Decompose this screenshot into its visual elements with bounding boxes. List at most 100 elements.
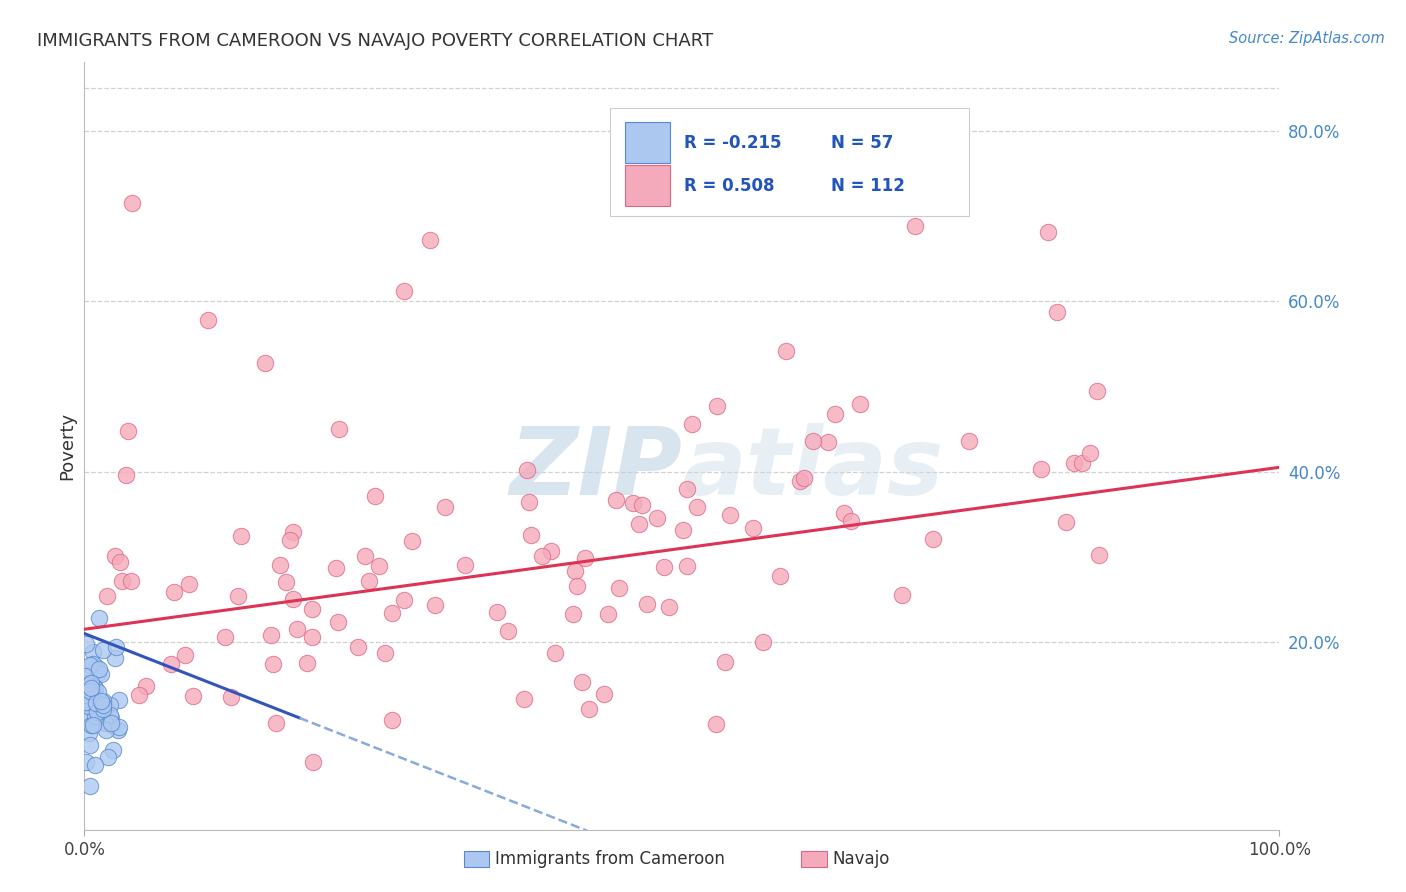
Point — [578, 702, 600, 716]
Point — [513, 691, 536, 706]
Point — [84, 709, 107, 723]
Point — [326, 615, 349, 629]
Point — [817, 434, 839, 449]
Point — [789, 474, 811, 488]
Point — [704, 717, 727, 731]
Point — [647, 511, 669, 525]
Point — [84, 659, 107, 673]
Point — [565, 579, 588, 593]
Y-axis label: Poverty: Poverty — [58, 412, 76, 480]
Point — [128, 688, 150, 702]
Point — [517, 495, 540, 509]
Point — [1087, 549, 1109, 563]
Point — [392, 593, 415, 607]
Point — [98, 708, 121, 723]
Point — [104, 640, 127, 654]
Point — [77, 685, 100, 699]
Point — [751, 634, 773, 648]
Point — [83, 693, 105, 707]
Point — [76, 688, 98, 702]
Point — [75, 637, 97, 651]
Point — [79, 738, 101, 752]
Text: N = 112: N = 112 — [831, 177, 905, 194]
Point — [77, 695, 100, 709]
Point — [86, 696, 108, 710]
Point — [742, 521, 765, 535]
Point — [90, 693, 112, 707]
Point — [76, 676, 98, 690]
Point — [496, 624, 519, 638]
Point — [100, 715, 122, 730]
Point — [114, 468, 136, 483]
Point — [392, 284, 415, 298]
Point — [516, 463, 538, 477]
Point — [520, 528, 543, 542]
Point — [486, 606, 509, 620]
Point — [121, 196, 143, 211]
Point — [87, 662, 110, 676]
Point — [654, 560, 676, 574]
Point — [281, 592, 304, 607]
Point — [97, 749, 120, 764]
Point — [91, 643, 114, 657]
Point — [628, 516, 651, 531]
Point — [1054, 516, 1077, 530]
Point — [80, 681, 103, 696]
Point — [84, 681, 107, 695]
Point — [1031, 462, 1053, 476]
Point — [117, 424, 139, 438]
Point — [295, 656, 318, 670]
Point — [159, 657, 181, 671]
Point — [183, 689, 205, 703]
Point — [1045, 305, 1067, 319]
Point — [454, 558, 477, 573]
Point — [1071, 456, 1094, 470]
Point — [269, 558, 291, 573]
Point — [621, 496, 644, 510]
Point — [79, 779, 101, 793]
Point — [177, 577, 200, 591]
Point — [87, 666, 110, 681]
Point — [219, 690, 242, 704]
Point — [1036, 225, 1059, 239]
Point — [768, 569, 790, 583]
Point — [363, 489, 385, 503]
Point — [91, 694, 114, 708]
Point — [82, 645, 104, 659]
Point — [285, 622, 308, 636]
Text: ZIP: ZIP — [509, 423, 682, 515]
Point — [1078, 445, 1101, 459]
Point — [433, 500, 456, 514]
Point — [574, 550, 596, 565]
Point — [891, 588, 914, 602]
Point — [607, 581, 630, 595]
Point — [301, 602, 323, 616]
Point — [706, 399, 728, 413]
Point — [904, 219, 927, 233]
Point — [226, 590, 249, 604]
Point — [325, 560, 347, 574]
Point — [77, 678, 100, 692]
Point — [775, 344, 797, 359]
Point — [83, 694, 105, 708]
Point — [82, 718, 104, 732]
Point — [91, 702, 114, 716]
Point — [832, 506, 855, 520]
Point — [274, 575, 297, 590]
Text: R = 0.508: R = 0.508 — [685, 177, 775, 194]
Point — [713, 655, 735, 669]
Point — [824, 407, 846, 421]
Point — [91, 698, 114, 712]
Point — [79, 657, 101, 672]
Point — [278, 533, 301, 547]
Point — [561, 607, 583, 621]
Point — [107, 723, 129, 738]
Point — [281, 524, 304, 539]
Point — [605, 493, 627, 508]
Point — [108, 720, 131, 734]
Point — [163, 585, 186, 599]
Point — [328, 422, 350, 436]
Text: Navajo: Navajo — [832, 850, 890, 868]
Point — [301, 630, 323, 644]
Point — [77, 699, 100, 714]
